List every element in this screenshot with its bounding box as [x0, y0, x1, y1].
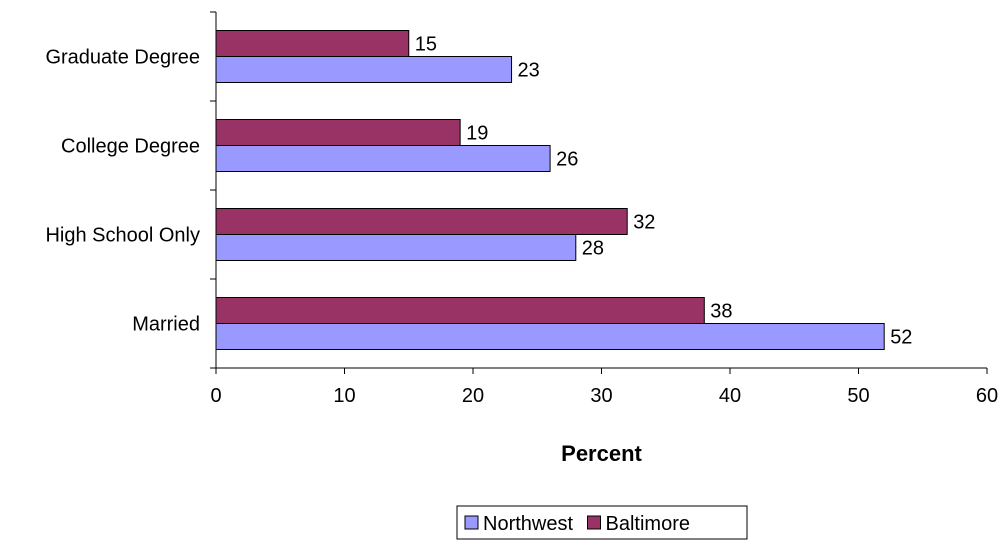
x-tick-label: 30 — [590, 385, 612, 407]
legend-label: Baltimore — [606, 513, 690, 535]
bar-northwest — [215, 234, 577, 261]
legend-label: Northwest — [483, 513, 573, 535]
bar-northwest — [215, 145, 551, 172]
x-axis-title: Percent — [561, 441, 642, 466]
category-label: College Degree — [61, 136, 200, 158]
data-label: 28 — [582, 238, 604, 260]
x-tick-label: 40 — [719, 385, 741, 407]
data-label: 23 — [518, 60, 540, 82]
x-tick-label: 20 — [462, 385, 484, 407]
bar-baltimore — [215, 119, 461, 146]
bar-northwest — [215, 323, 885, 350]
data-label: 15 — [415, 34, 437, 56]
data-label: 19 — [466, 123, 488, 145]
legend-swatch-baltimore — [587, 515, 601, 530]
category-label: Married — [132, 314, 200, 336]
bar-baltimore — [215, 30, 410, 57]
category-label: Graduate Degree — [45, 47, 200, 69]
x-tick-label: 50 — [847, 385, 869, 407]
data-label: 26 — [556, 149, 578, 171]
bar-baltimore — [215, 297, 705, 324]
category-label: High School Only — [45, 225, 200, 247]
x-tick-label: 60 — [976, 385, 998, 407]
x-tick-label: 0 — [210, 385, 221, 407]
data-label: 32 — [633, 212, 655, 234]
data-label: 38 — [710, 301, 732, 323]
x-tick-label: 10 — [333, 385, 355, 407]
legend-swatch-northwest — [464, 515, 479, 530]
legend-box — [456, 505, 748, 540]
bar-northwest — [215, 56, 513, 83]
data-label: 52 — [890, 327, 912, 349]
bar-baltimore — [215, 208, 628, 235]
